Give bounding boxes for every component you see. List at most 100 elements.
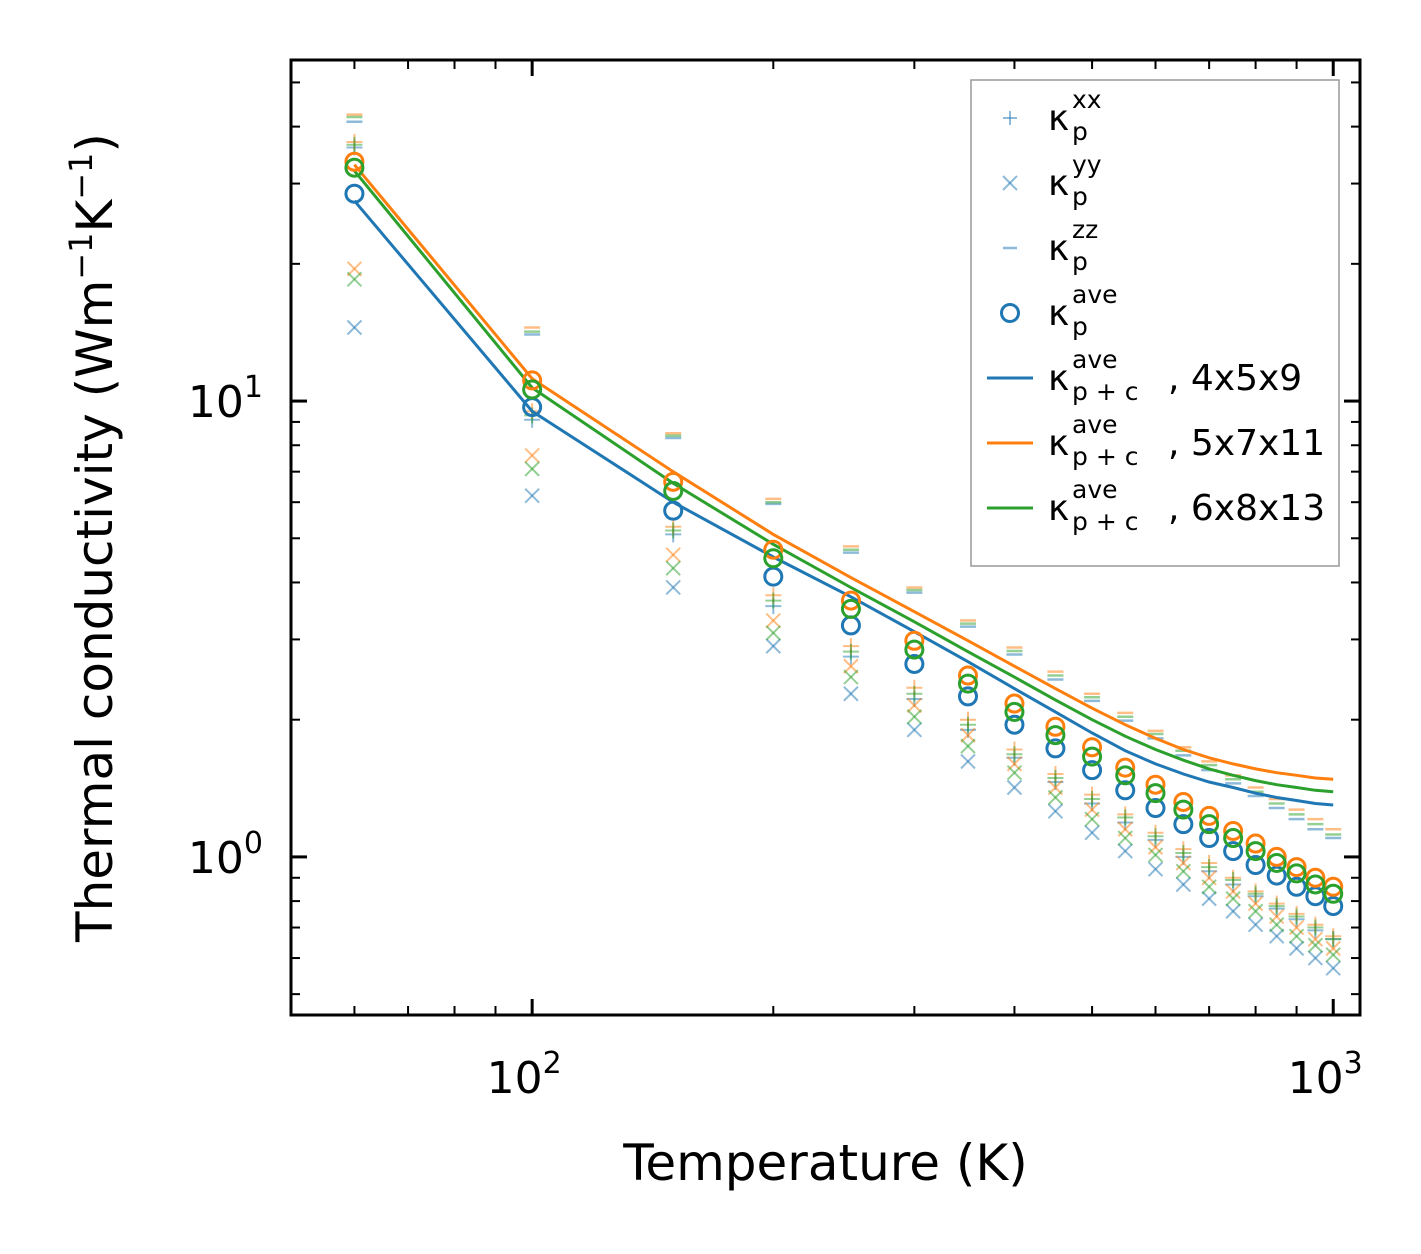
kave-point xyxy=(1199,814,1220,835)
kave-series-6x8x13 xyxy=(344,157,1344,904)
y-axis-label-exp2: −1 xyxy=(62,153,100,200)
kyy-point-b xyxy=(346,319,363,336)
kyy-point-b xyxy=(665,560,681,576)
kyy-point-b xyxy=(843,669,859,685)
x-tick-label: 102 xyxy=(487,1046,562,1104)
kave-point xyxy=(763,539,784,560)
legend-entry: κ ave p + c, 4x5x9 xyxy=(987,345,1302,406)
legend-label: κ ave p + c, 4x5x9 xyxy=(1048,345,1302,406)
y-axis-label-mid: K xyxy=(66,199,124,233)
kave-point xyxy=(663,500,684,521)
y-tick-label: 100 xyxy=(188,826,263,884)
series-6x8x13 xyxy=(346,115,1342,963)
legend-entry: κ yy p xyxy=(1002,150,1102,211)
kave-point xyxy=(522,370,543,391)
legend-label: κ xx p xyxy=(1048,85,1102,146)
kave-point xyxy=(1223,820,1244,841)
kave-point xyxy=(957,673,978,694)
kave-point xyxy=(1045,725,1066,746)
kyy-point-b xyxy=(1225,903,1241,919)
kyy-point-b xyxy=(1225,883,1241,900)
kyy-point-b xyxy=(1147,861,1164,877)
kave-point xyxy=(344,151,365,172)
kyy-point-b xyxy=(1084,825,1100,841)
kave-point xyxy=(1323,896,1344,917)
legend-label: κ ave p + c, 6x8x13 xyxy=(1048,475,1325,536)
kave-point xyxy=(904,653,925,674)
kyy-point-b xyxy=(906,697,923,714)
kyy-point-b xyxy=(960,727,976,743)
kave-point xyxy=(1145,798,1166,819)
y-tick-label: 101 xyxy=(188,370,263,428)
kave-point xyxy=(663,480,684,501)
kave-point xyxy=(1004,693,1025,714)
legend-label: κ ave p xyxy=(1048,280,1118,341)
kyy-point-b xyxy=(765,625,782,641)
kave-point xyxy=(1115,765,1136,786)
kave-point xyxy=(1173,799,1194,820)
kave-point xyxy=(1115,780,1136,801)
kyy-point-b xyxy=(843,686,859,702)
kave-point xyxy=(1266,865,1287,886)
kave-point xyxy=(1323,883,1344,904)
axes-frame xyxy=(289,58,1362,1017)
legend-entry: κ ave p + c, 5x7x11 xyxy=(987,410,1325,471)
kave-point xyxy=(522,379,543,400)
kyy-point-b xyxy=(960,738,976,754)
legend-label: κ yy p xyxy=(1048,150,1102,211)
kave-point xyxy=(1004,701,1025,722)
kave-point xyxy=(1286,863,1307,884)
kpc-line-6x8x13 xyxy=(353,169,1334,794)
kyy-point-b xyxy=(1117,830,1133,846)
kave-point xyxy=(904,630,925,651)
kyy-point-b xyxy=(1268,917,1285,933)
legend-circle-marker xyxy=(1000,303,1020,323)
kyy-point-b xyxy=(1117,843,1133,859)
kave-point xyxy=(1245,854,1266,875)
kyy-point-b xyxy=(1047,789,1064,806)
kyy-point-b xyxy=(1325,940,1341,957)
kyy-point-b xyxy=(765,612,782,629)
y-axis-label: Thermal conductivity (Wm−1K−1) xyxy=(62,133,124,943)
kyy-point-b xyxy=(1006,779,1023,796)
kave-point xyxy=(1305,867,1326,888)
kave-point xyxy=(663,471,684,492)
legend-entry: κ xx p xyxy=(1003,85,1102,146)
legend-entry: κ ave p xyxy=(1000,280,1118,341)
kave-point xyxy=(1045,716,1066,737)
kyy-point-b xyxy=(1325,947,1341,963)
kyy-point-b xyxy=(1247,903,1264,919)
kave-point xyxy=(1082,737,1103,758)
kave-point xyxy=(1223,841,1244,862)
kave-point xyxy=(1286,876,1307,897)
kyy-point-b xyxy=(1325,960,1341,976)
kpc-line-4x5x9 xyxy=(353,199,1334,807)
kave-series-5x7x11 xyxy=(344,151,1344,897)
kave-point xyxy=(1173,814,1194,835)
legend-entry: κ ave p + c, 6x8x13 xyxy=(987,475,1325,536)
legend-entry: κ zz p xyxy=(1003,215,1098,276)
kyy-point-b xyxy=(665,547,681,563)
kyy-point-b xyxy=(524,487,540,504)
kave-point xyxy=(1082,760,1103,781)
kave-point xyxy=(1223,828,1244,849)
kyy-point-b xyxy=(1147,847,1164,863)
legend-box xyxy=(970,79,1340,567)
kave-point xyxy=(957,686,978,707)
kyy-point-b xyxy=(524,447,540,464)
x-tick-label: 103 xyxy=(1288,1046,1363,1104)
kyy-point-b xyxy=(1175,863,1192,879)
kyy-point-b xyxy=(1201,879,1217,895)
kyy-point-b xyxy=(960,753,976,770)
kyy-point-b xyxy=(1288,940,1305,957)
kave-point xyxy=(1004,714,1025,735)
kave-point xyxy=(1115,757,1136,778)
kyy-point-b xyxy=(524,461,540,477)
kave-point xyxy=(1145,783,1166,804)
legend-label: κ ave p + c, 5x7x11 xyxy=(1048,410,1325,471)
kave-point xyxy=(1305,874,1326,895)
y-axis-label-main: Thermal conductivity (Wm xyxy=(66,280,124,943)
x-axis-label: Temperature (K) xyxy=(622,1134,1027,1192)
